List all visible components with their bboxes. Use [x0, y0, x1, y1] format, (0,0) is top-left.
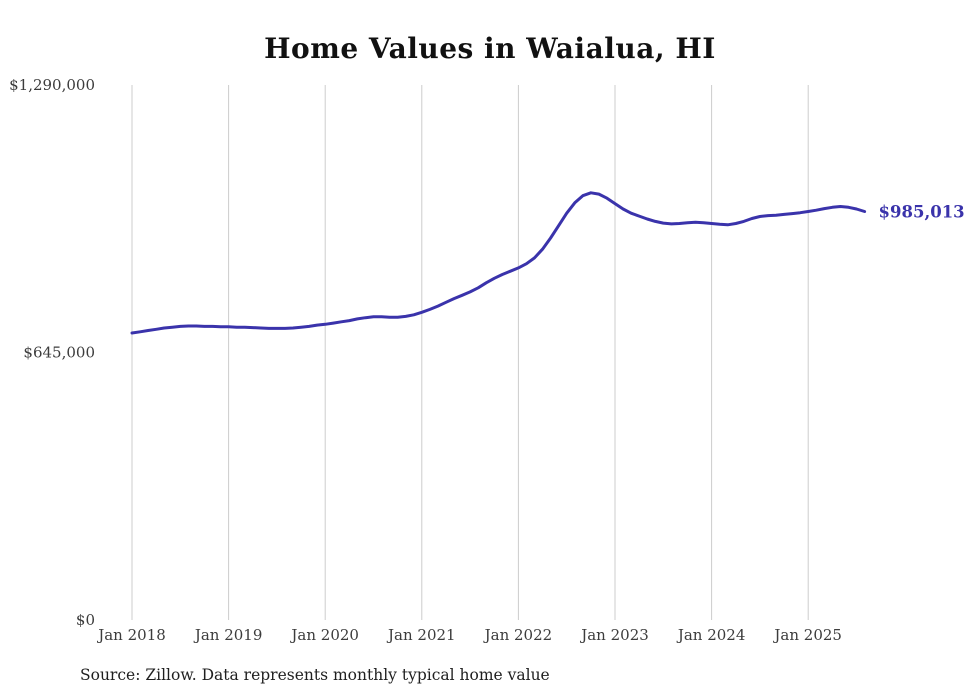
x-axis-tick-label: Jan 2019 — [193, 626, 263, 644]
x-axis-tick-label: Jan 2024 — [676, 626, 746, 644]
y-axis-tick-label: $1,290,000 — [9, 76, 95, 94]
x-axis-tick-label: Jan 2023 — [579, 626, 649, 644]
y-axis-tick-label: $0 — [76, 611, 95, 629]
source-note: Source: Zillow. Data represents monthly … — [80, 666, 550, 684]
home-value-line — [130, 191, 867, 335]
x-axis-tick-label: Jan 2022 — [483, 626, 553, 644]
home-values-line-chart: Jan 2018 Jan 2019 Jan 2020 Jan 2021 Jan 2022… — [9, 76, 965, 644]
chart-title: Home Values in Waialua, HI — [264, 32, 716, 65]
x-axis-tick-label: Jan 2025 — [772, 626, 842, 644]
latest-value-label: $985,013 — [879, 202, 965, 221]
x-axis-tick-label: Jan 2018 — [96, 626, 166, 644]
x-axis-tick-label: Jan 2020 — [289, 626, 359, 644]
x-axis-tick-label: Jan 2021 — [386, 626, 456, 644]
y-axis-tick-label: $645,000 — [23, 344, 95, 362]
